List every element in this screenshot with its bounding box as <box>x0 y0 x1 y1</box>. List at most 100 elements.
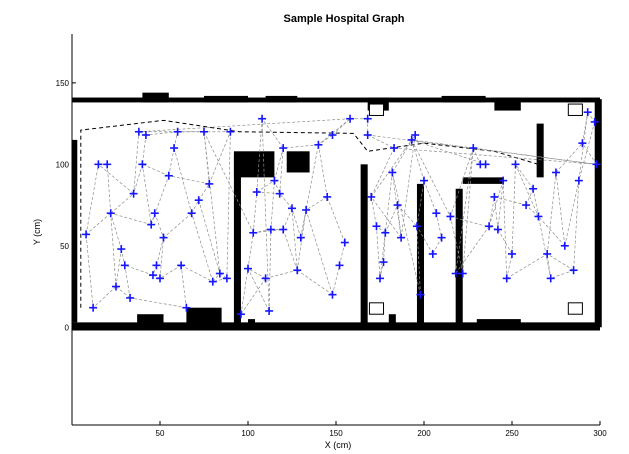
graph-edge <box>198 200 221 274</box>
graph-edge <box>497 180 504 230</box>
wall-segment <box>72 139 78 323</box>
y-tick-label: 100 <box>56 160 70 169</box>
node-marker <box>411 131 420 140</box>
node-marker <box>574 176 583 185</box>
node-marker <box>148 271 157 280</box>
wall-segment <box>142 92 169 103</box>
graph-edge <box>130 297 187 309</box>
node-marker <box>236 310 245 319</box>
node-marker <box>275 189 284 198</box>
x-tick-label: 100 <box>241 429 255 438</box>
x-tick-label: 200 <box>417 429 431 438</box>
wall-segment <box>72 97 600 103</box>
node-marker <box>173 127 182 136</box>
node-marker <box>437 233 446 242</box>
node-marker <box>446 212 455 221</box>
graph-edge <box>279 193 293 209</box>
y-axis-ticks: 0 50 100 150 <box>56 79 76 332</box>
node-marker <box>458 269 467 278</box>
wall-segment <box>536 123 544 178</box>
node-marker <box>552 168 560 177</box>
graph-edge <box>416 226 434 255</box>
room-marker-boxes <box>368 103 583 315</box>
graph-edge <box>291 208 298 271</box>
graph-edge <box>180 265 187 308</box>
graph-edge <box>240 278 266 315</box>
node-marker <box>583 108 592 117</box>
node-marker <box>265 306 274 315</box>
graph-edge <box>173 147 193 214</box>
y-axis-label: Y (cm) <box>32 219 42 245</box>
wall-segment <box>233 151 275 178</box>
node-marker <box>117 245 126 254</box>
node-marker <box>159 233 168 242</box>
graph-edge <box>92 286 117 308</box>
node-marker <box>328 290 337 299</box>
graph-edge <box>305 209 333 295</box>
floorplan-walls <box>72 92 602 331</box>
graph-edge <box>133 164 143 194</box>
graph-edge <box>397 204 418 227</box>
node-marker <box>293 266 302 275</box>
graph-nodes <box>82 108 601 319</box>
node-marker <box>363 114 372 123</box>
graph-edge <box>142 134 147 165</box>
graph-edge <box>163 212 192 238</box>
node-marker <box>485 222 494 231</box>
graph-edge <box>379 172 393 279</box>
graph-edge <box>282 208 293 230</box>
x-tick-label: 300 <box>593 429 607 438</box>
node-marker <box>323 192 332 201</box>
node-marker <box>82 230 91 239</box>
graph-edge <box>283 144 319 149</box>
graph-edge <box>247 232 254 269</box>
graph-edge <box>240 268 249 315</box>
graph-edge <box>411 139 486 165</box>
graph-edge <box>256 118 263 193</box>
graph-edge <box>110 212 152 225</box>
graph-edge <box>332 118 351 136</box>
wall-segment <box>248 319 256 328</box>
node-marker <box>407 135 416 144</box>
room-marker-box <box>567 302 583 315</box>
graph-edge <box>274 180 281 194</box>
graph-edge <box>488 180 504 227</box>
node-marker <box>490 192 499 201</box>
wall-segment <box>360 164 368 328</box>
node-marker <box>381 228 390 237</box>
node-marker <box>200 127 208 136</box>
graph-edge <box>339 242 346 266</box>
room-marker-box <box>368 302 385 315</box>
node-marker <box>379 258 388 267</box>
graph-edge <box>115 249 122 287</box>
wall-segment <box>233 156 241 328</box>
node-marker <box>215 269 224 278</box>
graph-edge <box>300 144 319 238</box>
graph-edge <box>85 164 99 235</box>
graph-edge <box>423 180 437 214</box>
graph-edge <box>515 164 534 189</box>
node-marker <box>543 249 552 258</box>
graph-edge <box>291 208 302 238</box>
graph-edge <box>318 134 333 146</box>
wall-segment <box>286 151 310 173</box>
node-marker <box>412 222 421 231</box>
wall-segment <box>204 95 248 103</box>
graph-edge <box>332 265 340 295</box>
graph-edge <box>198 183 210 201</box>
node-marker <box>376 274 384 283</box>
node-marker <box>270 176 279 185</box>
graph-edge <box>578 112 589 181</box>
node-marker <box>314 140 323 149</box>
node-marker <box>367 192 376 201</box>
graph-edge <box>525 204 539 217</box>
graph-edge <box>370 147 395 198</box>
graph-edge <box>226 131 231 279</box>
node-marker <box>141 131 150 140</box>
graph-edge <box>411 139 451 217</box>
wall-segment <box>265 95 298 103</box>
node-marker <box>499 176 508 185</box>
graph-edge <box>547 253 574 271</box>
graph-edge <box>282 229 298 271</box>
